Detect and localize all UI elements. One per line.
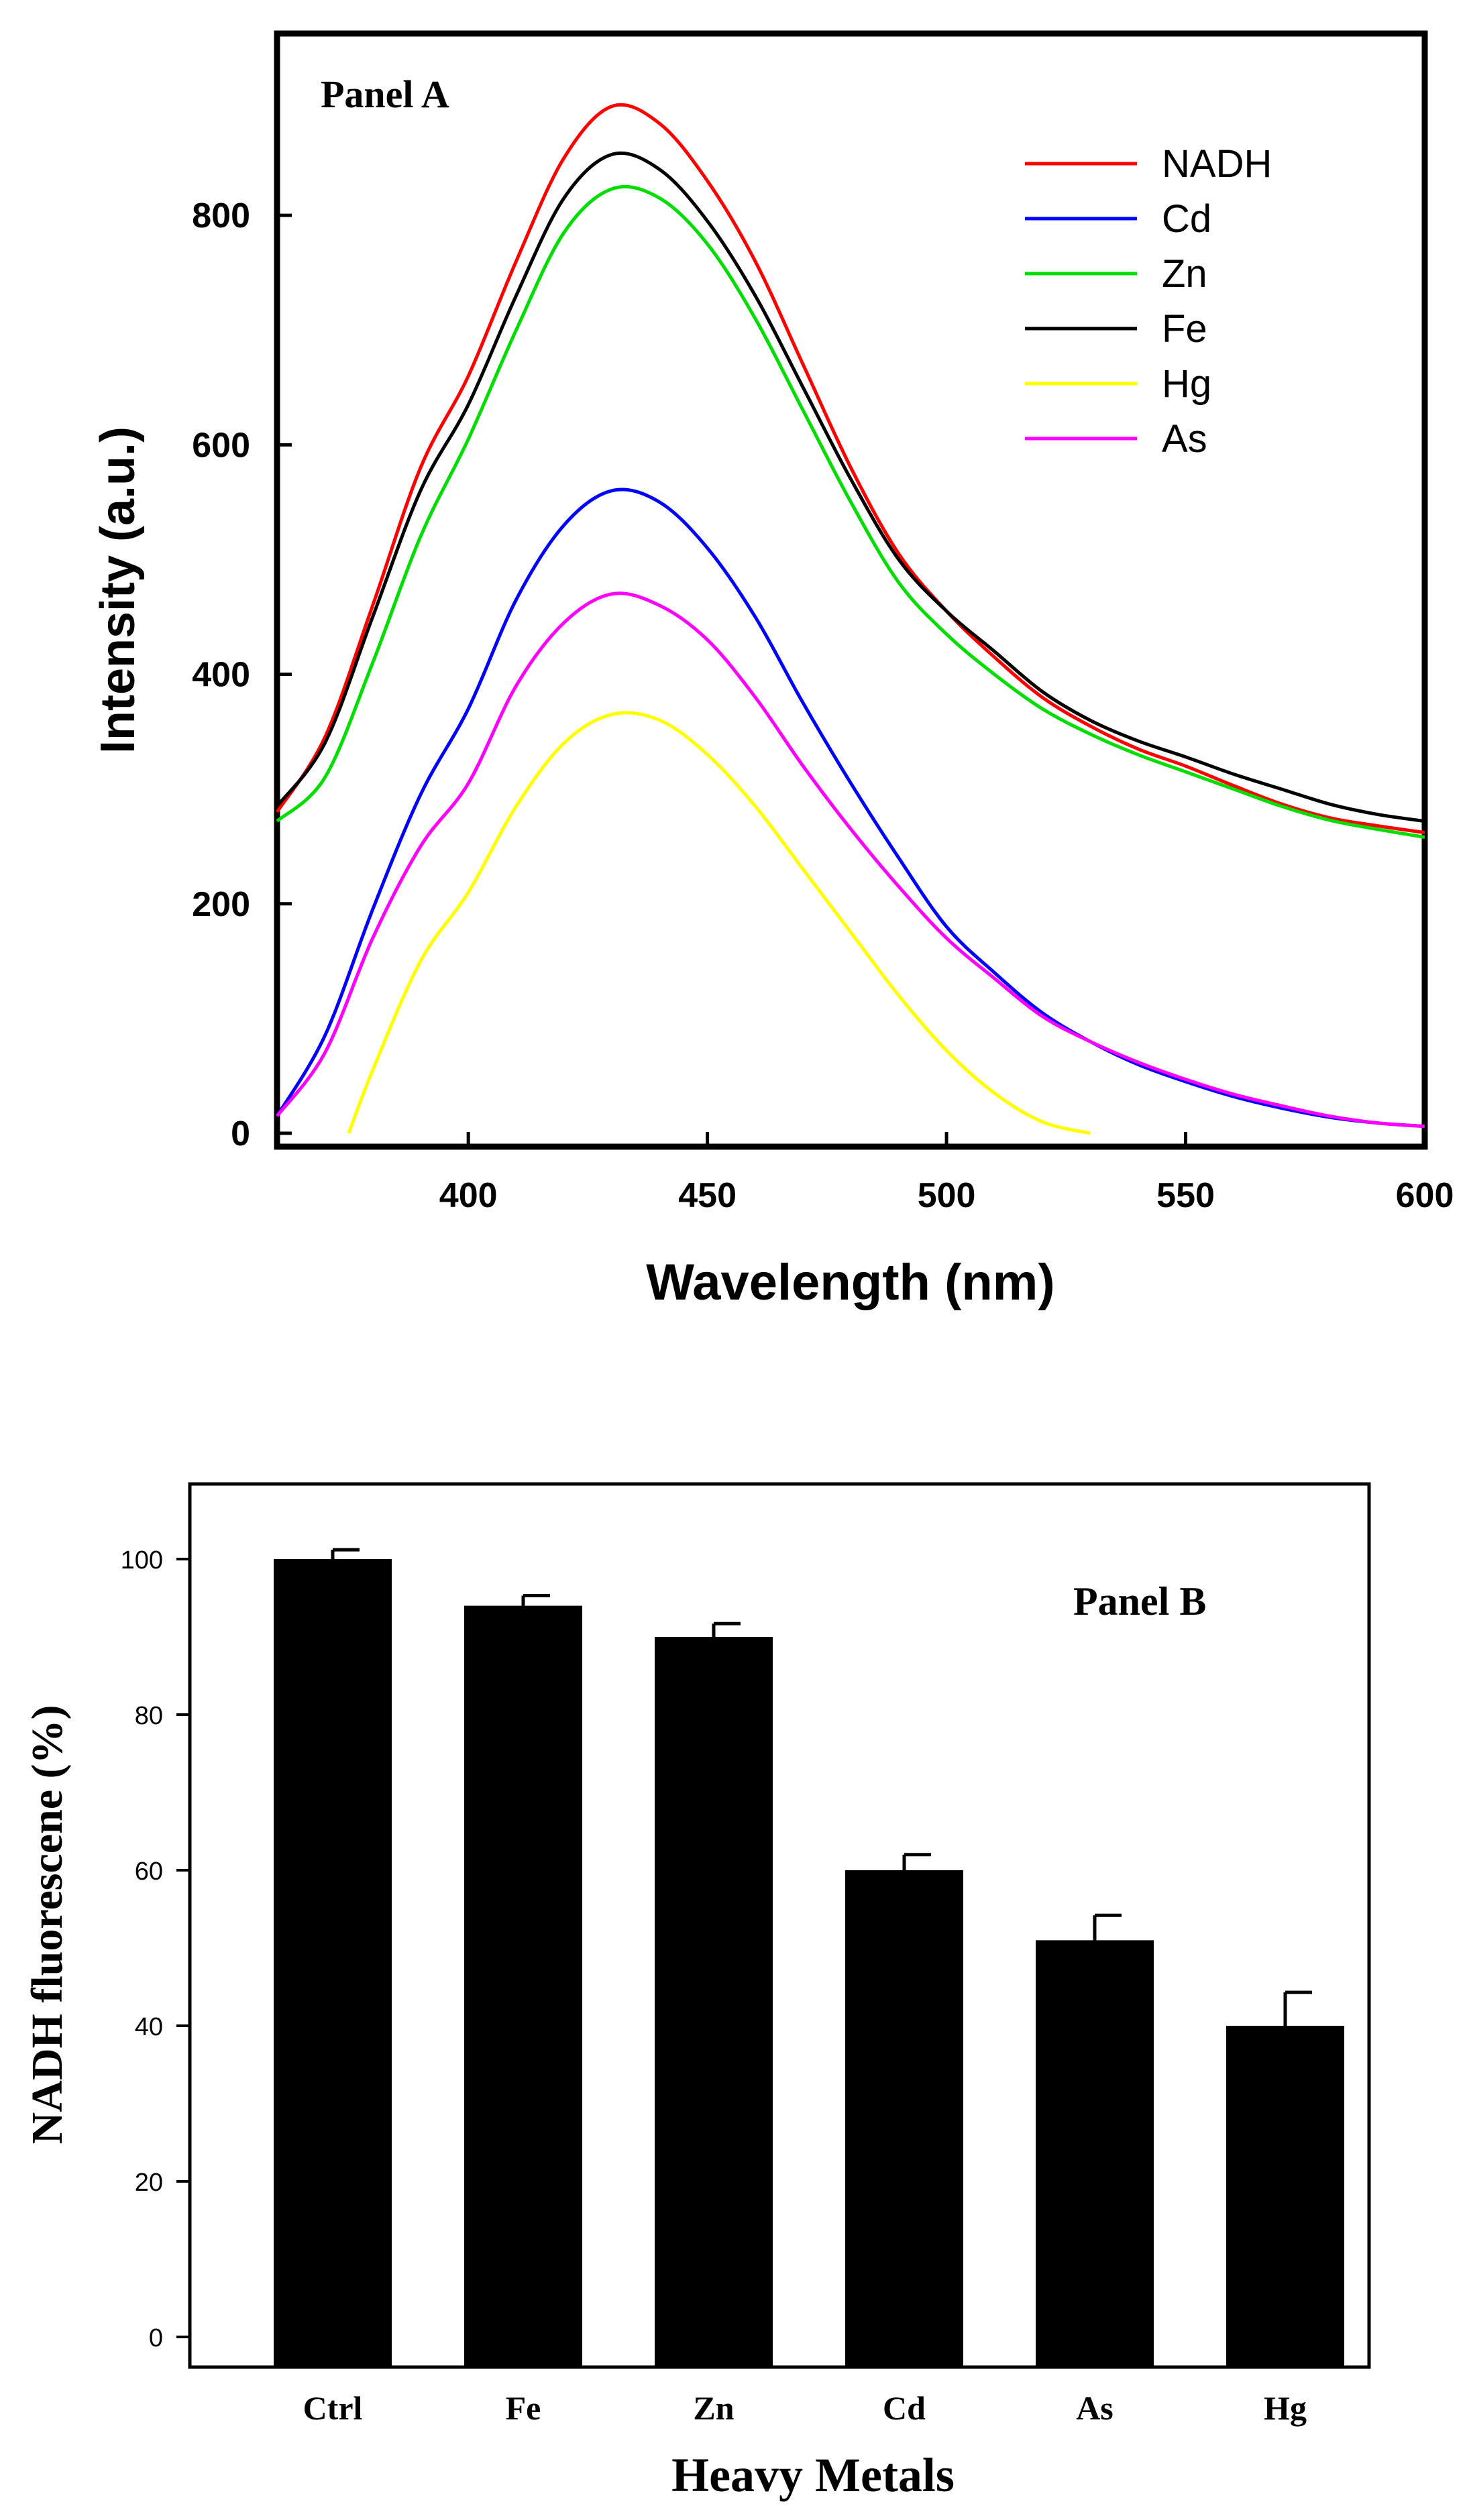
- panel-a-curves: [275, 103, 1425, 1135]
- x-tick-label: 400: [439, 1176, 498, 1215]
- legend-label-cd: Cd: [1162, 197, 1211, 241]
- series-line-as: [276, 591, 1425, 1129]
- x-tick-label: Ctrl: [303, 2389, 363, 2427]
- series-line-zn: [276, 184, 1425, 839]
- legend-label-fe: Fe: [1162, 307, 1207, 351]
- panel-a-y-axis-label: Intensity (a.u.): [91, 426, 145, 754]
- legend-label-hg: Hg: [1162, 362, 1211, 406]
- x-tick-label: As: [1076, 2389, 1113, 2427]
- panel-a-x-ticks: 400 450 500 550 600: [439, 1132, 1454, 1215]
- panel-b-y-axis-label: NADH fluorescene (%): [23, 1705, 72, 2144]
- x-tick-label: 550: [1156, 1176, 1215, 1215]
- bar-hg: [1226, 1990, 1344, 2367]
- series-line-hg: [347, 711, 1091, 1135]
- y-tick-label: 0: [149, 2324, 163, 2352]
- bar-zn: [655, 1621, 773, 2367]
- bar-rect: [655, 1637, 773, 2367]
- panel-b-x-axis-label: Heavy Metals: [671, 2448, 955, 2502]
- bar-rect: [274, 1559, 392, 2367]
- panel-b-bar-chart: 0 20 40 60 80 100 Ctrl Fe Zn Cd As Hg Panel B Heav…: [23, 1482, 1371, 2502]
- bar-rect: [1226, 2026, 1344, 2367]
- series-line-fe: [276, 151, 1425, 823]
- x-tick-label: 500: [918, 1176, 976, 1215]
- bar-as: [1036, 1913, 1154, 2367]
- y-tick-label: 200: [192, 885, 250, 924]
- y-tick-label: 0: [231, 1114, 250, 1153]
- series-line-nadh: [275, 103, 1425, 835]
- y-tick-label: 20: [135, 2169, 163, 2197]
- panel-b-frame: [188, 1482, 1371, 2369]
- y-tick-label: 800: [192, 196, 250, 235]
- panel-a-x-axis-label: Wavelength (nm): [646, 1254, 1054, 1311]
- bar-rect: [845, 1870, 963, 2367]
- panel-b-bars: [274, 1548, 1344, 2367]
- x-tick-label: Cd: [883, 2389, 926, 2427]
- panel-b-x-ticks: Ctrl Fe Zn Cd As Hg: [303, 2389, 1307, 2427]
- bar-rect: [464, 1605, 582, 2367]
- x-tick-label: 600: [1396, 1176, 1454, 1215]
- y-tick-label: 80: [135, 1702, 163, 1730]
- y-tick-label: 100: [121, 1546, 163, 1574]
- legend-label-nadh: NADH: [1162, 142, 1272, 186]
- series-line-cd: [275, 488, 1425, 1129]
- x-tick-label: Zn: [693, 2389, 734, 2427]
- y-tick-label: 400: [192, 656, 250, 695]
- bar-rect: [1036, 1940, 1154, 2367]
- panel-a-frame: [274, 30, 1428, 1150]
- bar-cd: [845, 1853, 963, 2367]
- x-tick-label: Fe: [506, 2389, 541, 2427]
- legend-label-zn: Zn: [1162, 252, 1207, 296]
- x-tick-label: Hg: [1264, 2389, 1307, 2427]
- panel-a-legend: NADH Cd Zn Fe Hg As: [1025, 142, 1272, 461]
- panel-b-label: Panel B: [1073, 1579, 1206, 1623]
- panel-a-y-ticks: 0 200 400 600 800: [192, 196, 292, 1153]
- bar-ctrl: [274, 1548, 392, 2367]
- x-tick-label: 450: [678, 1176, 737, 1215]
- panel-a-line-chart: 0 200 400 600 800 400 450 500 550 600 NADH Cd Zn Fe…: [91, 30, 1454, 1311]
- panel-b-y-ticks: 0 20 40 60 80 100: [121, 1546, 190, 2352]
- y-tick-label: 40: [135, 2013, 163, 2041]
- panel-a-label: Panel A: [321, 72, 449, 116]
- y-tick-label: 60: [135, 1857, 163, 1886]
- bar-fe: [464, 1594, 582, 2367]
- y-tick-label: 600: [192, 426, 250, 465]
- legend-label-as: As: [1162, 417, 1207, 461]
